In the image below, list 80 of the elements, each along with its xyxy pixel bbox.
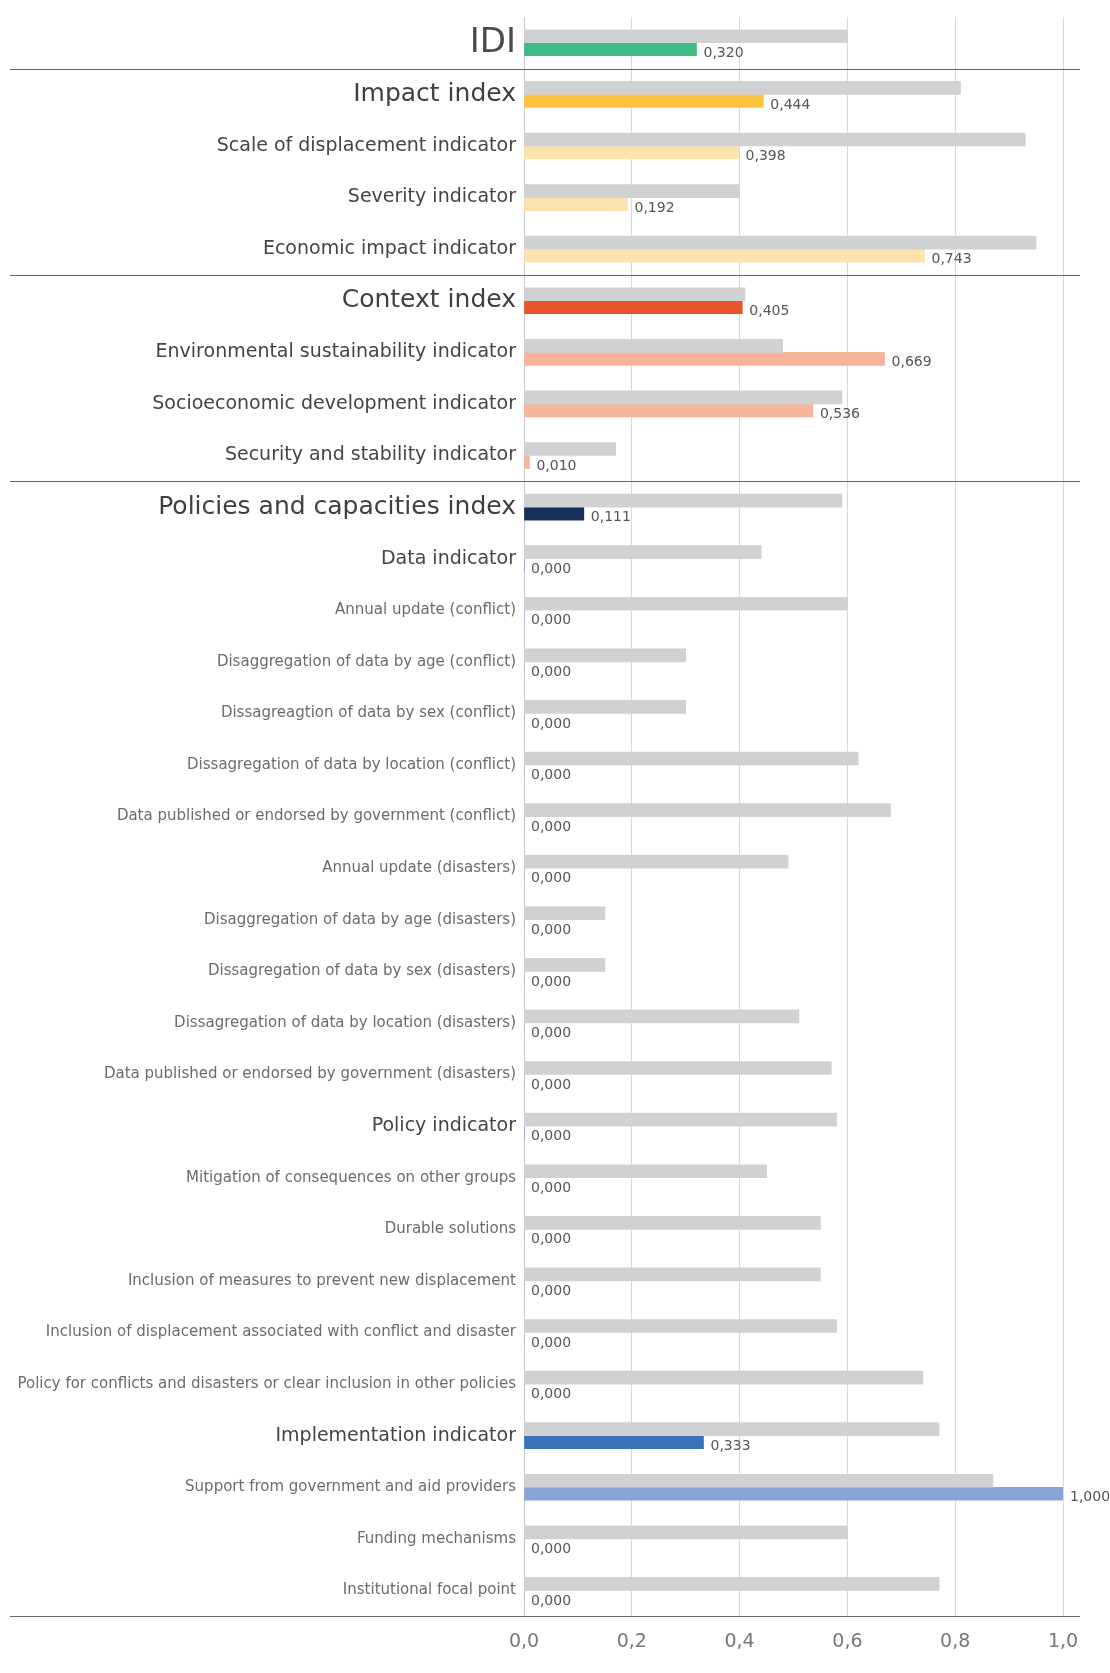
bar <box>524 403 814 418</box>
y-tick-label: Socioeconomic development indicator <box>152 390 517 413</box>
data-label: 0,444 <box>770 95 811 112</box>
bar <box>524 1486 1063 1501</box>
y-tick-label: Security and stability indicator <box>224 442 517 465</box>
y-tick-label: Data indicator <box>380 545 517 568</box>
data-label: 0,000 <box>531 920 572 937</box>
y-tick-label: IDI <box>469 19 516 60</box>
data-label: 0,000 <box>531 1024 572 1041</box>
y-tick-label: Scale of displacement indicator <box>216 132 517 155</box>
data-label: 1,000 <box>1070 1488 1110 1505</box>
y-tick-label: Data published or endorsed by government (conflict) <box>116 806 516 825</box>
data-label: 0,192 <box>634 198 675 215</box>
y-tick-label: Annual update (disasters) <box>322 858 516 877</box>
bar <box>524 248 925 263</box>
y-tick-label: Mitigation of consequences on other groups <box>186 1167 517 1186</box>
y-tick-label: Support from government and aid providers <box>185 1477 517 1496</box>
x-tick-label: 0,2 <box>616 1628 647 1651</box>
data-label: 0,000 <box>531 1178 572 1195</box>
data-label: 0,000 <box>531 1075 572 1092</box>
data-label: 0,000 <box>531 1230 572 1247</box>
y-tick-label: Severity indicator <box>347 184 517 207</box>
data-label: 0,398 <box>745 147 786 164</box>
data-label: 0,000 <box>531 869 572 886</box>
data-label: 0,743 <box>931 250 972 267</box>
bar <box>524 300 743 315</box>
y-tick-label: Annual update (conflict) <box>335 600 516 619</box>
x-tick-label: 0,6 <box>832 1628 863 1651</box>
data-label: 0,000 <box>531 1539 572 1556</box>
data-label: 0,000 <box>531 766 572 783</box>
bar <box>524 506 585 521</box>
bar <box>524 197 628 211</box>
data-label: 0,000 <box>531 662 572 679</box>
y-tick-label: Context index <box>341 284 516 314</box>
data-label: 0,669 <box>891 353 932 370</box>
data-label: 0,000 <box>531 1591 572 1608</box>
x-tick-label: 0,0 <box>508 1628 540 1651</box>
bar <box>524 1435 704 1449</box>
data-label: 0,000 <box>531 1385 572 1402</box>
y-tick-label: Durable solutions <box>384 1219 517 1238</box>
y-tick-label: Policy indicator <box>371 1113 517 1136</box>
bar <box>524 351 885 366</box>
x-tick-label: 1,0 <box>1047 1628 1079 1651</box>
data-label: 0,111 <box>590 508 631 525</box>
data-label: 0,000 <box>531 1127 572 1144</box>
y-tick-label: Dissagregation of data by sex (disasters) <box>207 961 516 980</box>
data-label: 0,000 <box>531 714 572 731</box>
bar <box>524 455 530 469</box>
y-tick-label: Dissagregation of data by location (disasters) <box>174 1012 516 1031</box>
data-label: 0,405 <box>749 301 790 318</box>
data-label: 0,010 <box>536 456 577 473</box>
bar <box>524 94 764 108</box>
y-tick-label: Implementation indicator <box>275 1422 517 1445</box>
y-tick-label: Impact index <box>353 77 516 107</box>
data-label: 0,320 <box>703 43 744 60</box>
data-label: 0,000 <box>531 1333 572 1350</box>
x-tick-label: 0,8 <box>940 1628 971 1651</box>
x-tick-label: 0,4 <box>724 1628 755 1651</box>
data-label: 0,000 <box>531 972 572 989</box>
y-tick-label: Environmental sustainability indicator <box>155 339 517 362</box>
y-tick-label: Inclusion of measures to prevent new displacement <box>127 1270 517 1289</box>
y-tick-label: Dissagreagtion of data by sex (conflict) <box>220 703 516 722</box>
y-tick-label: Funding mechanisms <box>356 1528 517 1547</box>
data-label: 0,333 <box>710 1436 751 1453</box>
y-tick-label: Inclusion of displacement associated with conflict and disaster <box>45 1322 517 1341</box>
data-label: 0,000 <box>531 1282 572 1299</box>
data-label: 0,000 <box>531 611 572 628</box>
bar <box>524 42 697 57</box>
y-tick-label: Disaggregation of data by age (disasters) <box>203 909 516 928</box>
y-tick-label: Policy for conflicts and disasters or clear inclusion in other policies <box>17 1373 517 1392</box>
y-tick-label: Institutional focal point <box>342 1580 517 1599</box>
y-tick-label: Policies and capacities index <box>158 490 516 520</box>
data-label: 0,000 <box>531 817 572 834</box>
y-tick-label: Data published or endorsed by government (disasters) <box>103 1064 516 1083</box>
data-label: 0,536 <box>819 405 861 422</box>
y-tick-label: Dissagregation of data by location (conflict) <box>187 754 516 773</box>
data-label: 0,000 <box>531 559 572 576</box>
bar <box>524 145 739 160</box>
y-tick-label: Disaggregation of data by age (conflict) <box>216 651 516 670</box>
y-tick-label: Economic impact indicator <box>262 236 517 259</box>
